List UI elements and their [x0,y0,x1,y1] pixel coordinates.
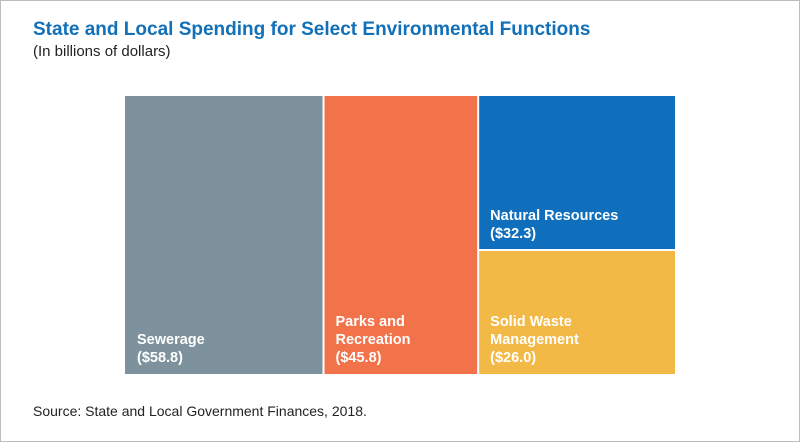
chart-source: Source: State and Local Government Finan… [33,403,367,419]
tile-label-parks-and-recreation: Parks and Recreation ($45.8) [336,314,411,366]
tile-sewerage [125,96,323,374]
tile-label-solid-waste-management: Solid Waste Management ($26.0) [490,314,579,366]
tile-label-sewerage: Sewerage ($58.8) [137,332,205,366]
tile-solid-waste-management [479,251,675,374]
tile-label-natural-resources: Natural Resources ($32.3) [490,208,618,242]
chart-subtitle: (In billions of dollars) [33,43,171,60]
tile-parks-and-recreation [324,96,478,374]
tile-natural-resources [479,96,675,250]
chart-title: State and Local Spending for Select Envi… [33,19,591,40]
